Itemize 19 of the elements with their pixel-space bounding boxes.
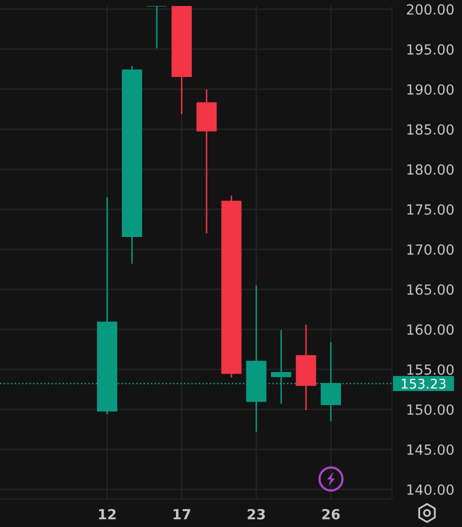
x-tick-label: 17 <box>174 509 190 520</box>
y-tick-label: 160.00 <box>407 324 454 335</box>
y-tick-label: 195.00 <box>407 44 454 55</box>
y-tick-label: 140.00 <box>407 484 454 495</box>
ref-line-label: 153.23 <box>402 378 446 389</box>
y-tick-label: 150.00 <box>407 404 454 415</box>
y-tick-label: 155.00 <box>407 364 454 375</box>
x-tick-label: 23 <box>248 508 265 520</box>
y-tick-label: 185.00 <box>407 124 454 135</box>
y-tick-label: 190.00 <box>407 84 454 95</box>
y-tick-label: 165.00 <box>407 284 454 295</box>
y-tick-label: 175.00 <box>407 204 454 215</box>
y-tick-label: 180.00 <box>407 164 454 175</box>
y-tick-label: 200.00 <box>406 4 454 15</box>
x-tick-label: 12 <box>99 508 116 520</box>
x-tick-label: 26 <box>322 508 340 520</box>
candlestick <box>146 6 167 50</box>
y-tick-label: 170.00 <box>407 244 454 255</box>
y-tick-label: 145.00 <box>407 444 454 455</box>
